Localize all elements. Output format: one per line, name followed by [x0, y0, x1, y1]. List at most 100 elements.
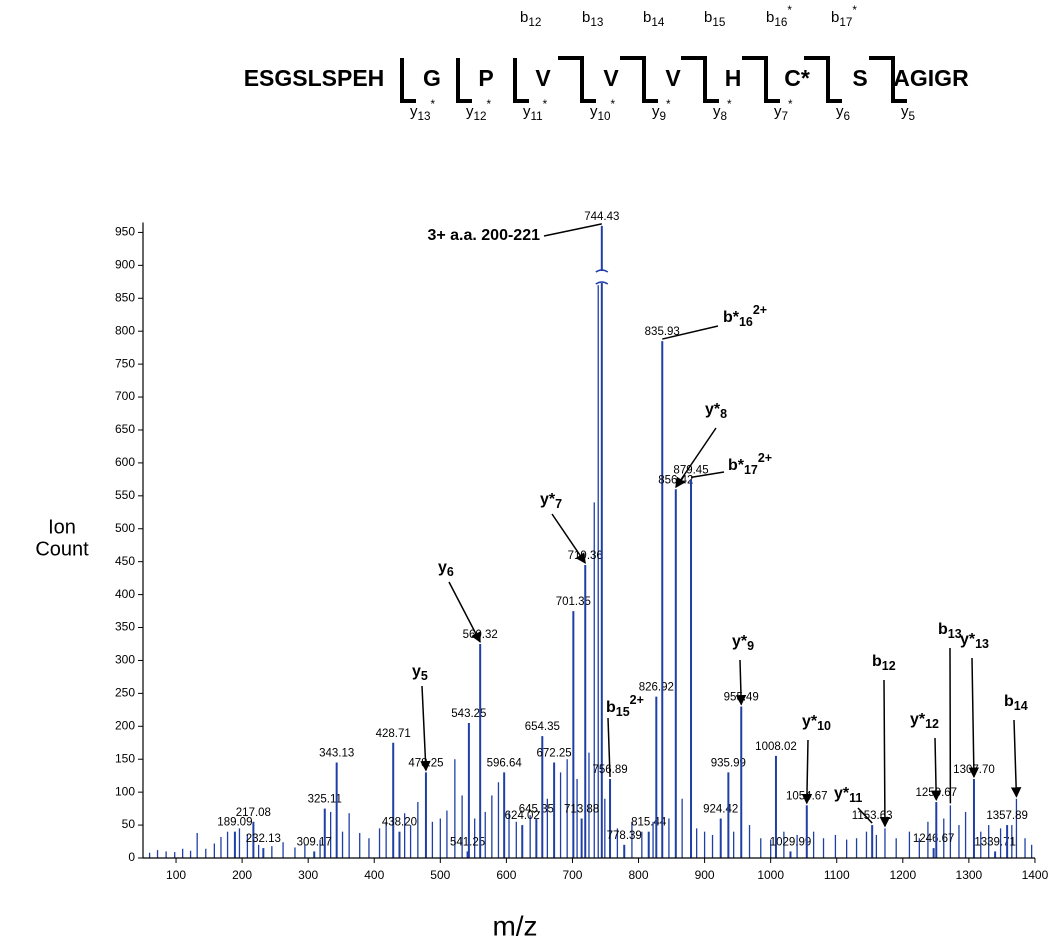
cleavage-bracket [513, 58, 529, 103]
ion-label: y12* [466, 98, 492, 123]
peak-label: 924.42 [703, 804, 738, 816]
ion-label: y13* [410, 98, 436, 123]
ion-sub: 12 [474, 110, 487, 123]
ion-letter: y* [732, 633, 748, 650]
y-tick-label: 250 [115, 686, 135, 700]
ion-letter: y* [540, 491, 556, 508]
annotation-arrow [930, 737, 942, 802]
ion-sub: 7 [782, 110, 789, 123]
ion-letter: b [938, 621, 948, 638]
y-tick-label: 800 [115, 323, 135, 337]
ion-sub: 10 [817, 719, 831, 733]
y-tick-label: 50 [122, 817, 136, 831]
ion-label: y6 [836, 103, 850, 123]
ion-label: y*10 [802, 713, 831, 733]
ion-sub: 12 [528, 16, 541, 29]
ion-letter: b [520, 9, 528, 26]
peak-label: 1246.67 [913, 833, 955, 845]
ion-sup: * [611, 98, 616, 111]
ion-letter: y [836, 103, 844, 120]
ion-sub: 10 [598, 110, 612, 123]
peak-label: 325.11 [308, 794, 342, 806]
x-tick-label: 900 [695, 868, 715, 882]
peak-label: 596.64 [487, 757, 523, 769]
ion-letter: y [410, 103, 418, 120]
peak-label: 778.39 [607, 830, 642, 842]
ion-sup: * [487, 98, 492, 111]
peak-label: 879.45 [673, 464, 708, 476]
x-tick-label: 800 [629, 868, 649, 882]
peak-label: 189.09 [217, 817, 252, 829]
y-tick-label: 600 [115, 455, 135, 469]
y-tick-label: 650 [115, 422, 135, 436]
peak-label: 232.13 [246, 833, 281, 845]
ion-label: b*172+ [728, 451, 772, 477]
ion-letter: y [412, 663, 421, 680]
y-tick-label: 450 [115, 554, 135, 568]
cleavage-bracket [869, 56, 907, 103]
peak-label: 1029.99 [770, 836, 812, 848]
peak-label: 543.25 [451, 708, 486, 720]
ion-sub: 6 [447, 565, 454, 579]
ion-sup: * [727, 98, 732, 111]
ion-sub: 11 [531, 110, 543, 123]
x-tick-label: 1200 [889, 868, 916, 882]
ion-sub: 13 [590, 16, 603, 29]
ion-letter: b [704, 9, 712, 26]
ion-sub: 13 [975, 637, 989, 651]
peak-label: 719.36 [568, 550, 603, 562]
ion-label: y5 [901, 103, 916, 123]
cleavage-bracket [804, 56, 842, 103]
peak-label: 1008.02 [755, 741, 797, 753]
ion-sub: 9 [747, 639, 754, 653]
residue: H [725, 65, 742, 91]
ion-label: y9* [652, 98, 671, 123]
axis-break [595, 271, 608, 283]
residue: C* [784, 65, 810, 91]
peak-label: 1339.71 [974, 836, 1016, 848]
x-tick-label: 1100 [824, 868, 850, 882]
annotation-arrow [879, 679, 891, 828]
y-tick-label: 500 [115, 521, 135, 535]
y-tick-label: 150 [115, 751, 135, 765]
ion-sup: * [666, 98, 671, 111]
x-tick-label: 300 [298, 868, 318, 882]
x-tick-label: 500 [430, 868, 450, 882]
residue: V [603, 65, 619, 91]
peak-label: 1153.63 [852, 810, 893, 822]
ion-sub: 9 [660, 110, 667, 123]
y-tick-label: 750 [115, 356, 135, 370]
ion-sup: * [788, 98, 793, 111]
peak-label: 645.35 [519, 804, 554, 816]
cleavage-bracket [742, 56, 780, 103]
cleavage-bracket [558, 56, 596, 103]
ion-letter: y* [705, 401, 721, 418]
y-tick-label: 400 [115, 587, 135, 601]
ion-sub: 15 [712, 16, 726, 29]
ion-sub: 12 [882, 659, 896, 673]
ion-letter: b* [728, 457, 745, 474]
x-tick-label: 1000 [757, 868, 784, 882]
ion-label: y*8 [705, 401, 727, 421]
ion-letter: y [713, 103, 721, 120]
ion-letter: y* [960, 631, 976, 648]
ion-sup: 2+ [630, 693, 644, 707]
y-tick-label: 700 [115, 389, 135, 403]
peak-label: 624.02 [505, 810, 540, 822]
peak-label: 217.08 [236, 807, 271, 819]
ion-label: y6 [438, 559, 454, 579]
ion-sub: 8 [721, 110, 728, 123]
ion-letter: b [1004, 693, 1014, 710]
cleavage-bracket [400, 58, 416, 103]
annotation-arrow [675, 427, 717, 489]
ion-label: b13 [582, 9, 603, 29]
ion-label: y10* [590, 98, 616, 123]
peak-label: 1357.89 [986, 810, 1028, 822]
annotation-arrow [448, 581, 481, 643]
x-axis-label: m/z [492, 910, 537, 941]
y-tick-label: 0 [128, 850, 135, 864]
y-tick-label: 100 [115, 784, 135, 798]
ion-label: y7* [774, 98, 793, 123]
peak-label: 815.44 [631, 817, 667, 829]
